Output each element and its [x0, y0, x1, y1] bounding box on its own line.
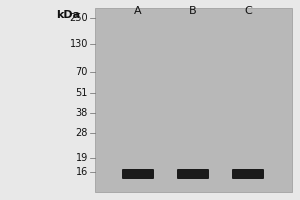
Text: 28: 28 — [76, 128, 88, 138]
Text: C: C — [244, 6, 252, 16]
Bar — [95, 8, 292, 192]
Text: 51: 51 — [76, 88, 88, 98]
FancyBboxPatch shape — [122, 169, 154, 179]
Text: 38: 38 — [76, 108, 88, 118]
Text: 70: 70 — [76, 67, 88, 77]
Text: 16: 16 — [76, 167, 88, 177]
FancyBboxPatch shape — [177, 169, 209, 179]
Text: 250: 250 — [69, 13, 88, 23]
FancyBboxPatch shape — [232, 169, 264, 179]
Text: B: B — [189, 6, 197, 16]
Text: kDa: kDa — [56, 10, 80, 20]
Text: 19: 19 — [76, 153, 88, 163]
Text: A: A — [134, 6, 142, 16]
Text: 130: 130 — [70, 39, 88, 49]
